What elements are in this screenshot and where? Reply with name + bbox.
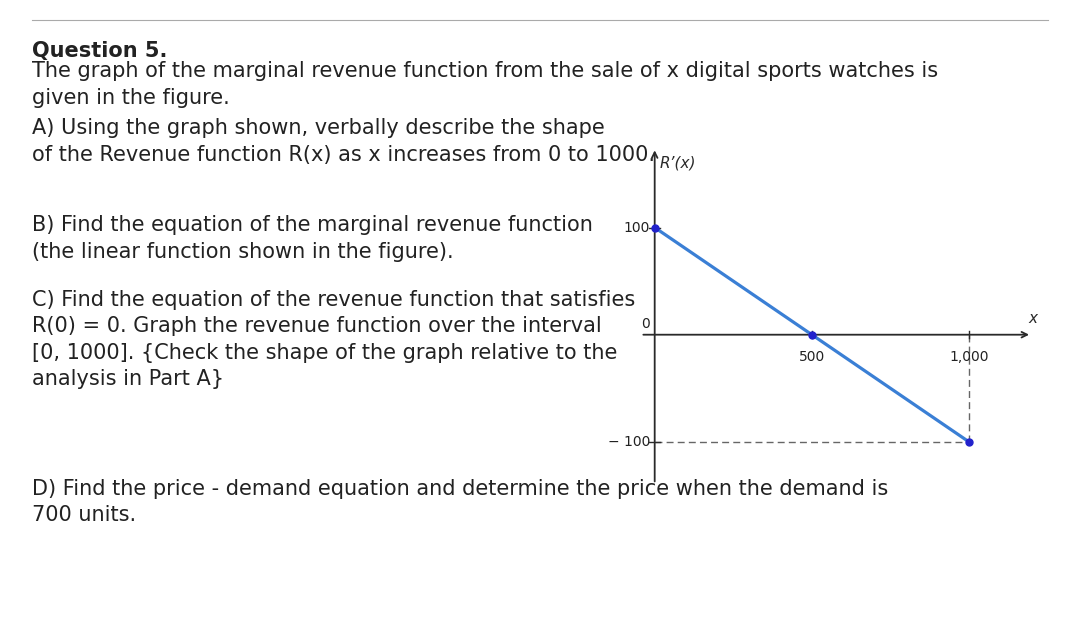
Text: The graph of the marginal revenue function from the sale of x digital sports wat: The graph of the marginal revenue functi…	[32, 61, 939, 108]
Text: 1,000: 1,000	[949, 350, 989, 364]
Text: 500: 500	[799, 350, 825, 364]
Text: x: x	[1028, 311, 1037, 326]
Text: A) Using the graph shown, verbally describe the shape
of the Revenue function R(: A) Using the graph shown, verbally descr…	[32, 118, 656, 165]
Text: R’(x): R’(x)	[660, 155, 696, 170]
Text: 0: 0	[642, 317, 650, 331]
Text: D) Find the price - demand equation and determine the price when the demand is
7: D) Find the price - demand equation and …	[32, 479, 889, 525]
Text: Question 5.: Question 5.	[32, 41, 167, 61]
Text: 100: 100	[623, 220, 650, 234]
Text: B) Find the equation of the marginal revenue function
(the linear function shown: B) Find the equation of the marginal rev…	[32, 215, 593, 262]
Text: − 100: − 100	[608, 435, 650, 449]
Text: C) Find the equation of the revenue function that satisfies
R(0) = 0. Graph the : C) Find the equation of the revenue func…	[32, 290, 636, 389]
